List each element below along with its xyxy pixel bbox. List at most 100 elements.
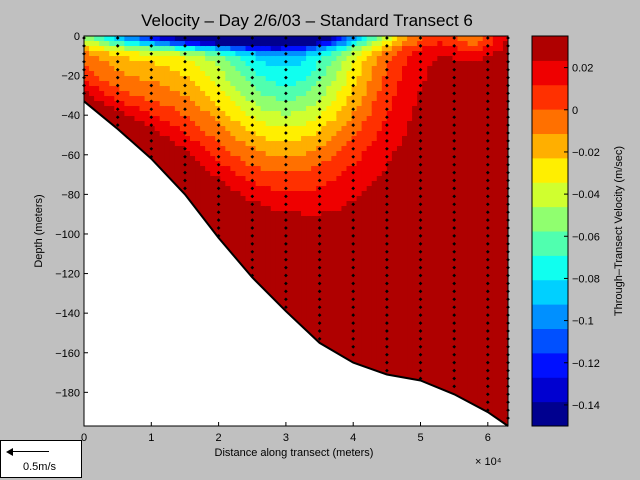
field-cell [396,81,403,87]
field-cell [361,311,368,317]
field-cell [402,171,408,177]
field-cell [366,276,373,282]
field-cell [311,321,317,327]
field-cell [311,136,317,142]
field-cell [296,141,302,147]
field-cell [220,176,226,182]
field-cell [184,116,191,122]
field-cell [200,156,206,162]
field-cell [169,46,176,52]
field-cell [386,356,393,362]
field-cell [381,146,388,152]
field-cell [371,201,378,207]
field-cell [245,261,252,267]
field-cell [396,246,403,252]
field-cell [89,46,95,52]
field-cell [255,76,262,82]
field-cell [296,76,302,82]
field-cell [402,226,408,232]
field-cell [396,116,403,122]
field-cell [396,241,403,247]
field-cell [215,96,221,102]
field-cell [366,196,373,202]
field-cell [371,241,378,247]
field-cell [391,161,398,167]
field-cell [109,61,115,67]
field-cell [356,246,363,252]
field-cell [396,171,403,177]
field-cell [336,126,343,132]
field-cell [250,161,257,167]
field-cell [366,91,373,97]
field-cell [240,166,247,172]
field-cell [391,301,398,307]
field-cell [174,96,181,102]
field-cell [285,181,292,187]
field-cell [356,106,363,112]
field-cell [371,61,378,67]
field-cell [366,251,373,257]
field-cell [270,166,277,172]
field-cell [371,166,378,172]
field-cell [396,321,403,327]
field-cell [361,186,368,192]
field-cell [265,241,272,247]
field-cell [290,76,297,82]
field-cell [270,291,277,297]
field-cell [341,46,348,52]
field-cell [341,216,348,222]
field-cell [381,316,388,322]
field-cell [235,181,242,187]
field-cell [144,131,151,137]
field-cell [215,221,221,227]
field-cell [179,176,186,182]
field-cell [205,116,211,122]
field-cell [195,106,201,112]
field-cell [89,56,95,62]
field-cell [296,51,302,57]
field-cell [225,156,231,162]
field-cell [376,311,383,317]
field-cell [124,76,131,82]
field-cell [149,81,156,87]
field-cell [290,301,297,307]
field-cell [301,51,307,57]
field-cell [326,301,332,307]
field-cell [331,51,337,57]
field-cell [311,71,317,77]
field-cell [270,241,277,247]
field-cell [225,231,231,237]
field-cell [371,156,378,162]
field-cell [331,326,337,332]
field-cell [200,106,206,112]
field-cell [311,311,317,317]
field-cell [402,321,408,327]
field-cell [396,276,403,282]
field-cell [351,36,358,42]
field-cell [311,111,317,117]
field-cell [371,41,378,47]
field-cell [361,161,368,167]
field-cell [205,141,211,147]
field-cell [250,251,257,257]
field-cell [396,211,403,217]
field-cell [280,276,287,282]
field-cell [366,291,373,297]
field-cell [184,121,191,127]
field-cell [366,191,373,197]
field-cell [89,41,95,47]
field-cell [361,66,368,72]
field-cell [326,131,332,137]
field-cell [114,121,120,127]
field-cell [346,51,353,57]
field-cell [230,216,237,222]
field-cell [361,206,368,212]
field-cell [245,226,252,232]
field-cell [376,281,383,287]
field-cell [321,281,327,287]
field-cell [220,36,226,42]
field-cell [164,126,171,132]
field-cell [361,46,368,52]
field-cell [109,66,115,72]
field-cell [260,231,267,237]
